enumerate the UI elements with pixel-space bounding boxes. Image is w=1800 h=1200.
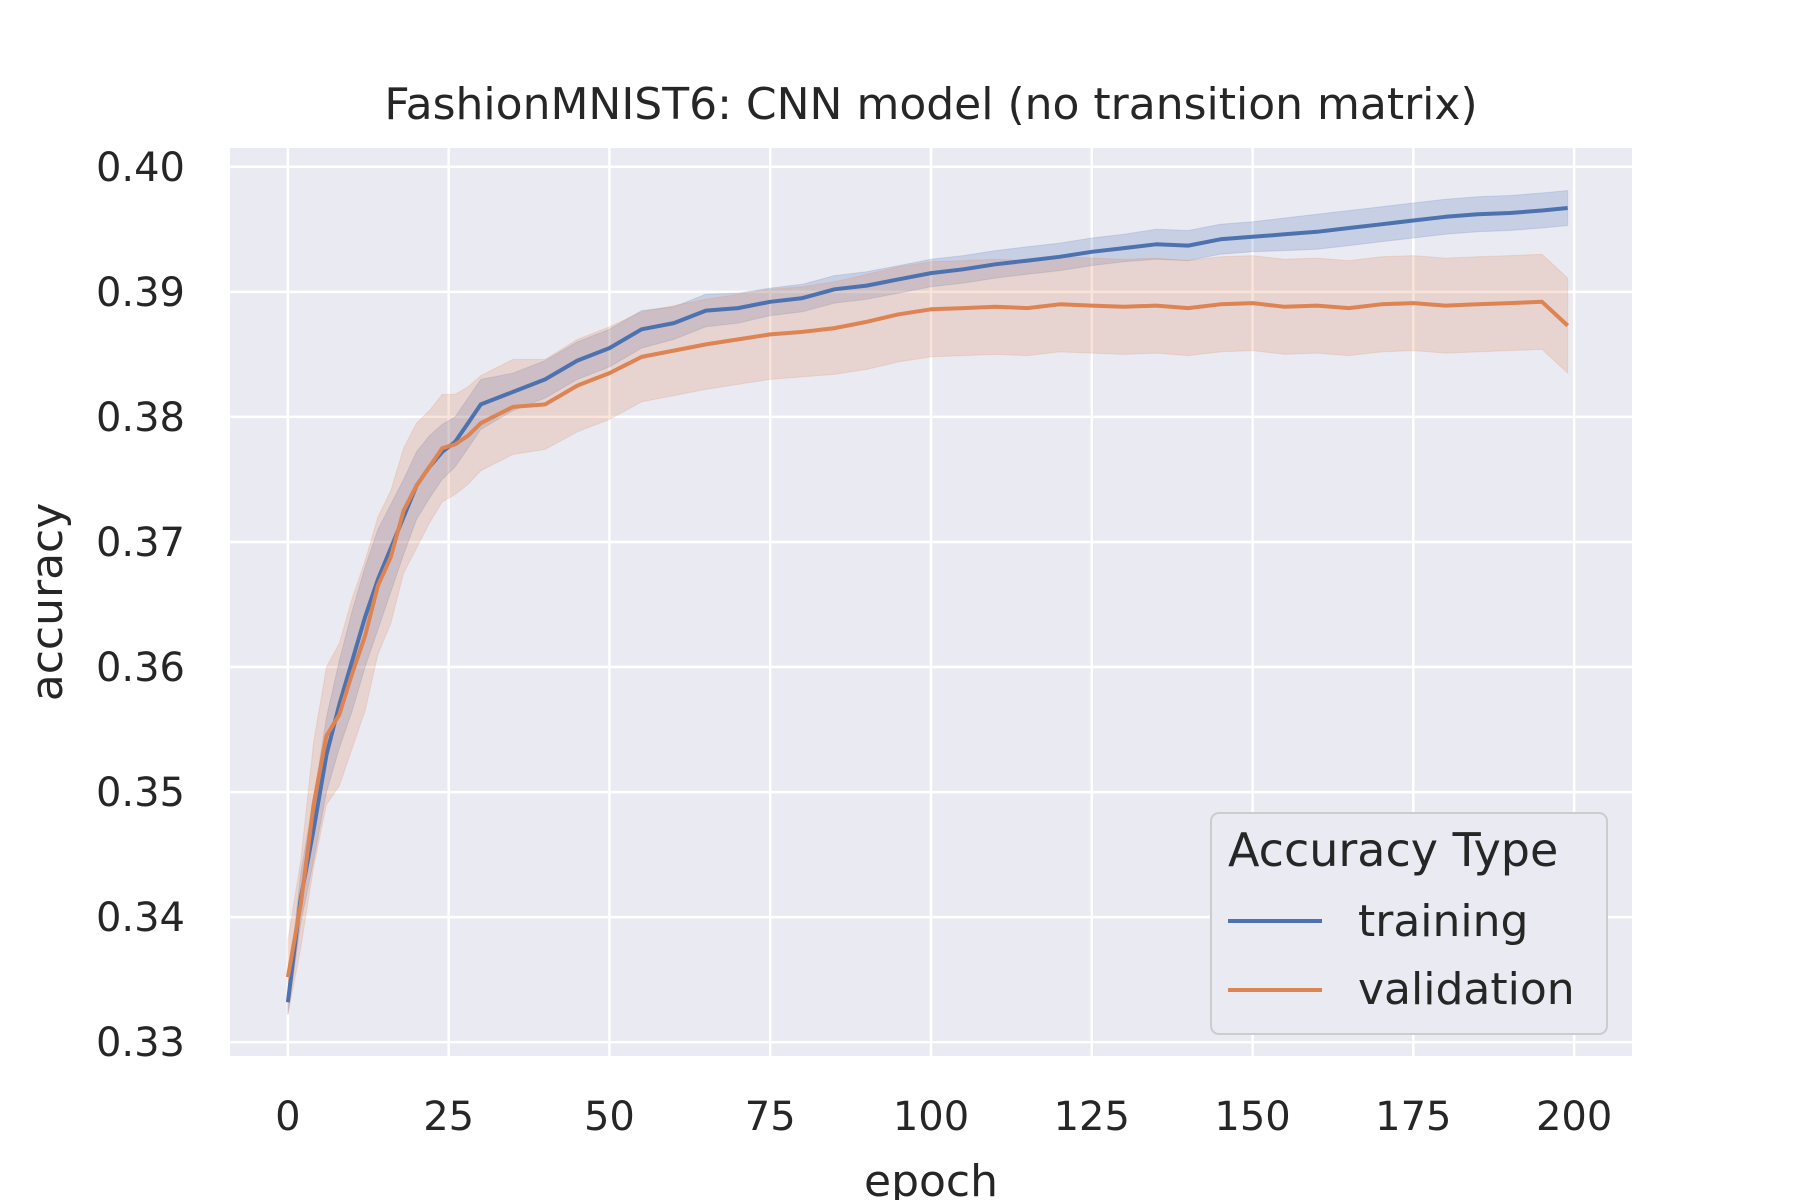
series-lines [285,206,1570,1003]
legend-box [1210,812,1608,1035]
legend-title: Accuracy Type [1228,823,1558,877]
line-validation [285,299,1570,978]
chart-title: FashionMNIST6: CNN model (no transition … [384,79,1477,130]
x-tick-label: 75 [745,1094,796,1140]
x-tick-label: 0 [275,1094,300,1140]
band-validation [287,253,1569,1015]
y-tick-label: 0.35 [96,770,185,816]
y-tick-label: 0.33 [96,1020,185,1066]
x-tick-label: 150 [1214,1094,1290,1140]
x-tick-label: 25 [423,1094,474,1140]
band-training [287,189,1569,1015]
x-tick-label: 50 [584,1094,635,1140]
confidence-bands [287,189,1569,1015]
x-tick-label: 200 [1536,1094,1612,1140]
x-tick-label: 100 [893,1094,969,1140]
x-tick-labels: 0 25 50 75 100 125 150 175 200 [275,1094,1612,1140]
x-tick-label: 125 [1054,1094,1130,1140]
x-axis-label: epoch [864,1156,998,1200]
legend-label-training: training [1358,896,1528,947]
y-tick-label: 0.37 [96,520,185,566]
y-axis-label: accuracy [22,503,73,702]
y-tick-label: 0.34 [96,895,185,941]
y-tick-labels: 0.33 0.34 0.35 0.36 0.37 0.38 0.39 0.40 [96,145,185,1066]
y-tick-label: 0.36 [96,645,185,691]
y-tick-label: 0.38 [96,395,185,441]
legend: Accuracy Type training validation [1210,812,1608,1035]
x-tick-label: 175 [1375,1094,1451,1140]
y-tick-label: 0.39 [96,270,185,316]
legend-label-validation: validation [1358,964,1575,1015]
y-tick-label: 0.40 [96,145,185,191]
